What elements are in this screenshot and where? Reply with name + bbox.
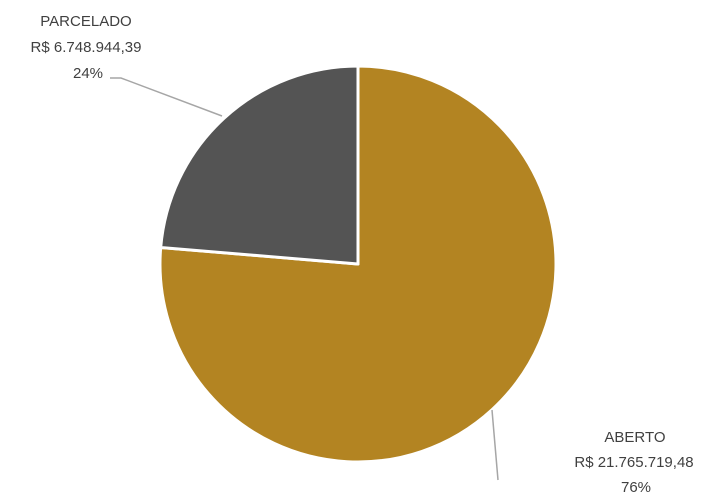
leader-line-parcelado <box>110 77 223 117</box>
leader-line-aberto <box>491 409 499 481</box>
label-parcelado: PARCELADO R$ 6.748.944,39 24% <box>31 13 142 82</box>
pie-slices <box>158 64 558 464</box>
label-aberto-percent: 76% <box>621 479 651 495</box>
label-parcelado-category: PARCELADO <box>40 13 131 30</box>
label-parcelado-percent: 24% <box>73 65 103 82</box>
label-aberto: ABERTO R$ 21.765.719,48 76% <box>574 429 693 495</box>
label-aberto-category: ABERTO <box>604 429 665 446</box>
label-parcelado-value: R$ 6.748.944,39 <box>31 39 142 56</box>
leader-lines <box>110 77 499 481</box>
label-aberto-value: R$ 21.765.719,48 <box>574 454 693 471</box>
pie-slice-parcelado <box>159 64 360 266</box>
